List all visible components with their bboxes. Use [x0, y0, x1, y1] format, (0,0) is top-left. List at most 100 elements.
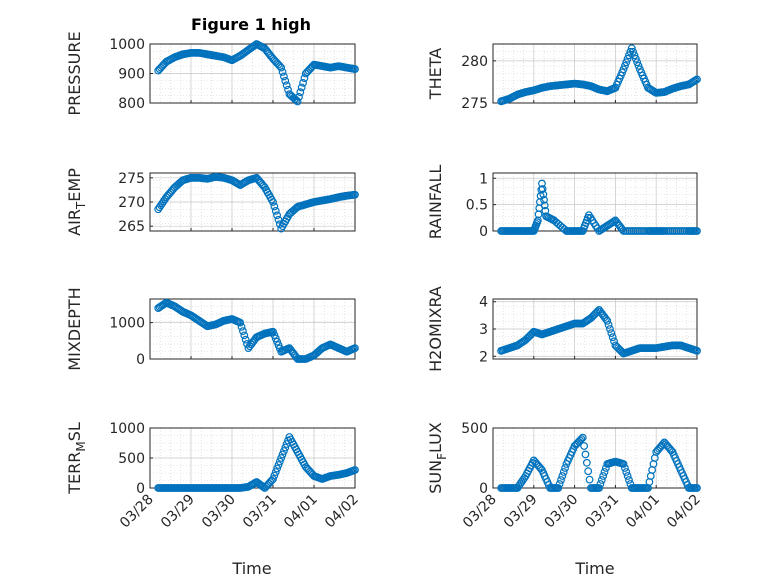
- y-tick-label: 1: [479, 171, 488, 187]
- data-point: [259, 483, 268, 491]
- y-axis-label: MIXDEPTH: [65, 287, 84, 370]
- y-tick-label: 280: [461, 54, 488, 70]
- y-axis-label: THETA: [426, 48, 445, 100]
- data-point: [603, 316, 612, 325]
- data-point: [558, 472, 567, 480]
- data-point: [538, 185, 547, 193]
- data-point: [606, 325, 614, 333]
- axes-box: [492, 43, 698, 104]
- y-tick-label: 0.5: [466, 198, 488, 214]
- data-point: [299, 78, 307, 87]
- figure-title: Figure 1 high: [191, 15, 311, 34]
- data-point: [281, 443, 290, 452]
- data-point: [280, 447, 288, 455]
- left-x-axis-label: Time: [231, 559, 271, 578]
- data-point: [619, 65, 628, 74]
- data-point: [295, 92, 303, 101]
- data-point: [273, 464, 282, 473]
- data-point: [593, 307, 602, 316]
- data-point: [581, 450, 590, 459]
- data-point: [278, 450, 287, 459]
- axes-box: [149, 172, 356, 232]
- y-tick-label: 1000: [109, 316, 145, 332]
- data-point: [584, 467, 593, 476]
- data-point: [633, 58, 642, 67]
- data-point: [619, 460, 628, 468]
- data-point: [271, 206, 280, 215]
- data-point: [269, 475, 277, 483]
- data-point: [585, 475, 594, 484]
- data-point: [607, 329, 616, 337]
- y-tick-label: 4: [479, 295, 488, 311]
- data-point: [627, 44, 636, 53]
- data-point: [631, 54, 640, 63]
- data-point: [274, 461, 283, 469]
- data-point: [621, 61, 629, 70]
- data-point: [629, 47, 637, 56]
- data-point: [599, 472, 608, 480]
- data-point: [271, 468, 280, 476]
- data-point: [269, 198, 277, 206]
- data-point: [691, 76, 700, 85]
- data-point: [281, 76, 290, 85]
- data-point: [623, 472, 632, 480]
- y-tick-label: 0: [136, 481, 145, 497]
- y-tick-label: 0: [479, 224, 488, 240]
- y-axis-label: TERRMSL: [65, 422, 88, 495]
- y-axis-label: SUNFLUX: [426, 422, 449, 494]
- y-tick-label: 0: [136, 352, 145, 368]
- panel-mixdepth: 0 1000 MIXDEPTH: [65, 287, 359, 371]
- data-point: [693, 484, 701, 492]
- y-axis-label: H2OMIXRA: [426, 286, 445, 372]
- data-point: [297, 83, 306, 92]
- data-point: [241, 335, 250, 344]
- data-point: [239, 327, 247, 336]
- panel-h2omixra: 2 3 4 H2OMIXRA: [426, 286, 701, 372]
- data-point: [600, 468, 609, 476]
- panel-air_temp: 265 270 275 AIRTEMP: [65, 168, 359, 236]
- data-point: [277, 63, 286, 72]
- data-point: [604, 321, 613, 329]
- y-tick-label: 2: [479, 349, 488, 365]
- data-point: [580, 442, 589, 450]
- data-point: [693, 346, 701, 355]
- panel-theta: 275 280 THETA: [426, 43, 701, 112]
- y-tick-label: 3: [479, 322, 488, 338]
- data-point: [540, 195, 548, 204]
- data-point: [270, 202, 279, 211]
- y-tick-label: 265: [118, 219, 145, 235]
- y-tick-label: 275: [118, 171, 145, 187]
- data-point: [595, 484, 603, 492]
- y-tick-label: 1000: [109, 421, 145, 437]
- y-tick-label: 900: [118, 67, 145, 83]
- panel-pressure: 800 900 1000 PRESSURE: [65, 31, 359, 116]
- data-point: [693, 75, 701, 84]
- y-tick-label: 500: [118, 451, 145, 467]
- y-tick-label: 1000: [109, 37, 145, 53]
- data-point: [275, 457, 284, 466]
- axes-box: [149, 298, 356, 360]
- data-point: [300, 74, 309, 83]
- data-point: [561, 464, 569, 472]
- data-point: [578, 433, 587, 442]
- data-point: [270, 471, 279, 480]
- data-point: [596, 480, 605, 488]
- data-point: [351, 344, 359, 352]
- axes-box: [492, 298, 698, 360]
- data-point: [597, 476, 606, 484]
- data-point: [237, 322, 246, 331]
- data-point: [622, 468, 631, 476]
- data-point: [625, 476, 633, 484]
- data-point: [555, 480, 564, 488]
- data-point: [282, 81, 291, 90]
- data-point: [622, 58, 631, 67]
- y-axis-label: PRESSURE: [65, 31, 84, 115]
- data-point: [693, 227, 701, 235]
- data-point: [240, 331, 249, 340]
- data-point: [280, 72, 288, 81]
- data-point: [351, 466, 359, 474]
- data-point: [251, 41, 260, 49]
- data-point: [623, 54, 632, 63]
- y-tick-label: 500: [461, 421, 488, 437]
